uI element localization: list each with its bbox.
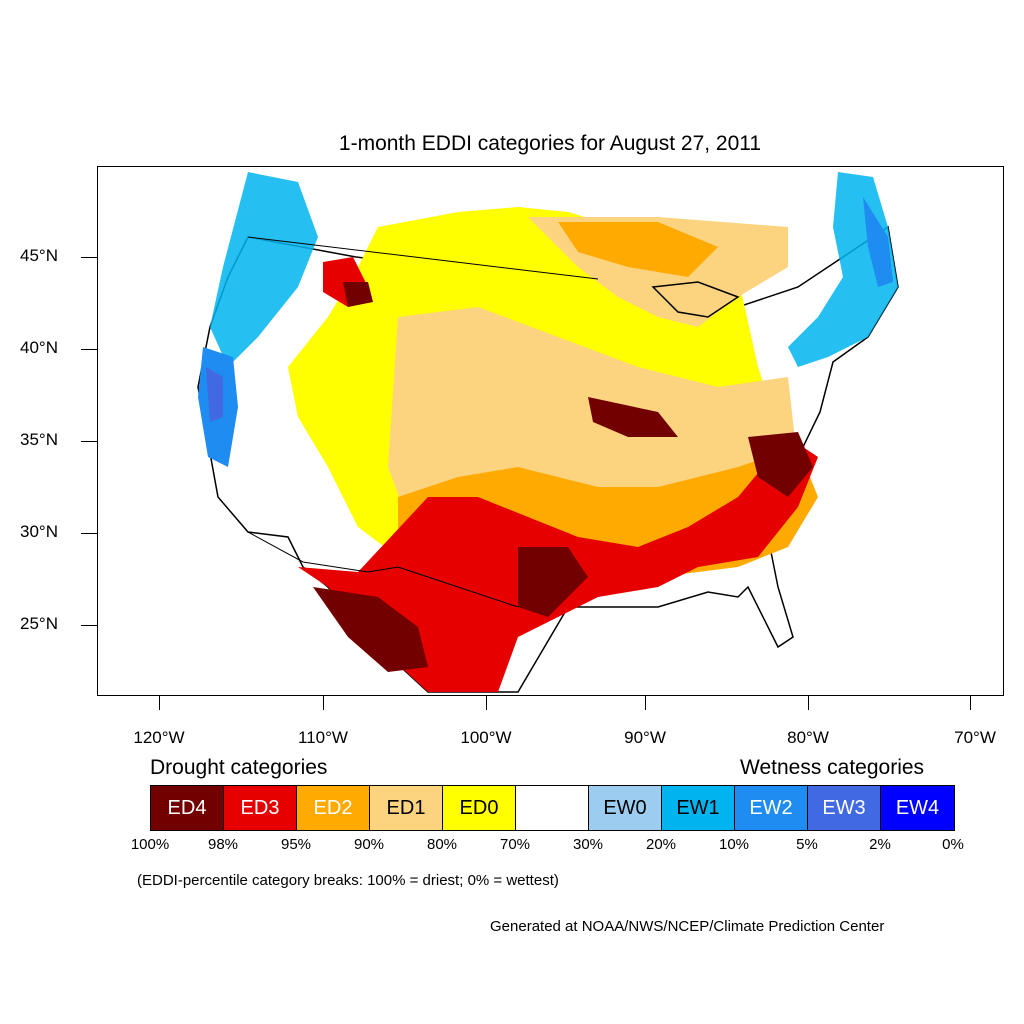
break-label: 90% xyxy=(353,836,385,853)
legend-swatch-ew3: EW3 xyxy=(808,786,881,830)
lon-tick-120 xyxy=(159,696,160,710)
ed4-region-gulf xyxy=(518,547,588,617)
lon-tick-110 xyxy=(323,696,324,710)
ed4-region-montana xyxy=(343,282,373,307)
lat-label-30: 30°N xyxy=(20,522,58,541)
wet-region-northeast-edge xyxy=(863,197,893,287)
ed2-region-north xyxy=(558,222,718,277)
lon-label-110: 110°W xyxy=(298,728,348,747)
credit-line: Generated at NOAA/NWS/NCEP/Climate Predi… xyxy=(490,918,885,935)
canada-border xyxy=(247,236,599,280)
break-label: 100% xyxy=(130,836,170,853)
lat-label-35: 35°N xyxy=(20,430,58,449)
break-label: 30% xyxy=(572,836,604,853)
lon-label-100: 100°W xyxy=(460,728,512,747)
lon-tick-80 xyxy=(808,696,809,710)
wet-region-northwest xyxy=(210,172,318,367)
lat-tick-35 xyxy=(81,441,97,442)
lon-label-80: 80°W xyxy=(787,728,829,747)
lon-label-120: 120°W xyxy=(133,728,185,747)
drought-categories-heading: Drought categories xyxy=(150,756,328,779)
break-label: 80% xyxy=(426,836,458,853)
break-label: 10% xyxy=(718,836,750,853)
legend-swatch-ed2: ED2 xyxy=(297,786,370,830)
category-legend: ED4 ED3 ED2 ED1 ED0 EW0 EW1 EW2 EW3 EW4 xyxy=(150,785,955,831)
great-lakes-outline xyxy=(651,281,740,318)
eddi-map-canvas xyxy=(197,172,899,693)
mexico-border xyxy=(247,531,519,608)
legend-swatch-ew4: EW4 xyxy=(881,786,954,830)
category-break-note: (EDDI-percentile category breaks: 100% =… xyxy=(137,872,559,889)
legend-swatch-ed3: ED3 xyxy=(224,786,297,830)
lat-tick-25 xyxy=(81,625,97,626)
lon-tick-70 xyxy=(970,696,971,710)
legend-swatch-ew2: EW2 xyxy=(735,786,808,830)
lat-label-25: 25°N xyxy=(20,614,58,633)
ed4-region-texas xyxy=(313,587,428,672)
break-label: 2% xyxy=(869,836,891,853)
lat-tick-40 xyxy=(81,349,97,350)
legend-swatch-ew0: EW0 xyxy=(589,786,662,830)
lon-label-90: 90°W xyxy=(624,728,666,747)
break-label: 98% xyxy=(207,836,239,853)
lon-tick-90 xyxy=(645,696,646,710)
eddi-map xyxy=(97,166,1004,696)
break-label: 20% xyxy=(645,836,677,853)
ed4-region-carolina xyxy=(748,432,813,497)
wet-region-california-core xyxy=(206,367,223,422)
break-label: 95% xyxy=(280,836,312,853)
lat-label-40: 40°N xyxy=(20,338,58,357)
ed4-region-midwest xyxy=(588,397,678,437)
lat-tick-30 xyxy=(81,533,97,534)
break-label: 70% xyxy=(499,836,531,853)
legend-swatch-normal xyxy=(516,786,589,830)
lat-label-45: 45°N xyxy=(20,246,58,265)
break-label: 5% xyxy=(796,836,818,853)
wetness-categories-heading: Wetness categories xyxy=(740,756,925,779)
legend-swatch-ed0: ED0 xyxy=(443,786,516,830)
lat-tick-45 xyxy=(81,257,97,258)
legend-swatch-ew1: EW1 xyxy=(662,786,735,830)
legend-swatch-ed1: ED1 xyxy=(370,786,443,830)
map-title: 1-month EDDI categories for August 27, 2… xyxy=(338,132,762,155)
lon-tick-100 xyxy=(486,696,487,710)
legend-swatch-ed4: ED4 xyxy=(151,786,224,830)
break-label: 0% xyxy=(942,836,964,853)
lon-label-70: 70°W xyxy=(954,728,996,747)
